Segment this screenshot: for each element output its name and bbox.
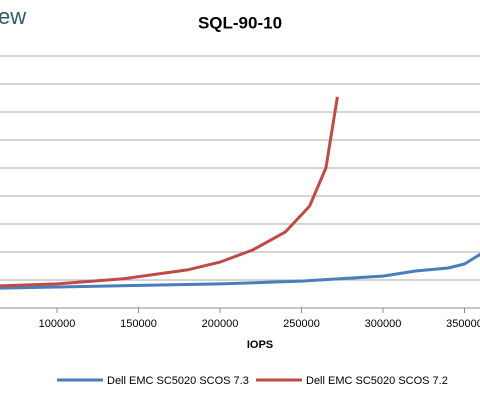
x-tick-label: 300000	[365, 318, 402, 330]
logo-text: ew	[0, 4, 26, 29]
x-tick-label: 150000	[120, 318, 157, 330]
legend-label: Dell EMC SC5020 SCOS 7.2	[306, 375, 448, 387]
plot-area	[0, 55, 480, 309]
x-tick-label: 100000	[39, 318, 76, 330]
chart-title: SQL-90-10	[198, 13, 282, 32]
legend-label: Dell EMC SC5020 SCOS 7.3	[107, 375, 249, 387]
x-tick-label: 350000	[446, 318, 480, 330]
x-axis-label: IOPS	[247, 339, 273, 351]
series-line	[0, 252, 480, 290]
series-line	[0, 96, 339, 288]
x-tick-label: 200000	[202, 318, 239, 330]
x-tick-label: 250000	[283, 318, 320, 330]
